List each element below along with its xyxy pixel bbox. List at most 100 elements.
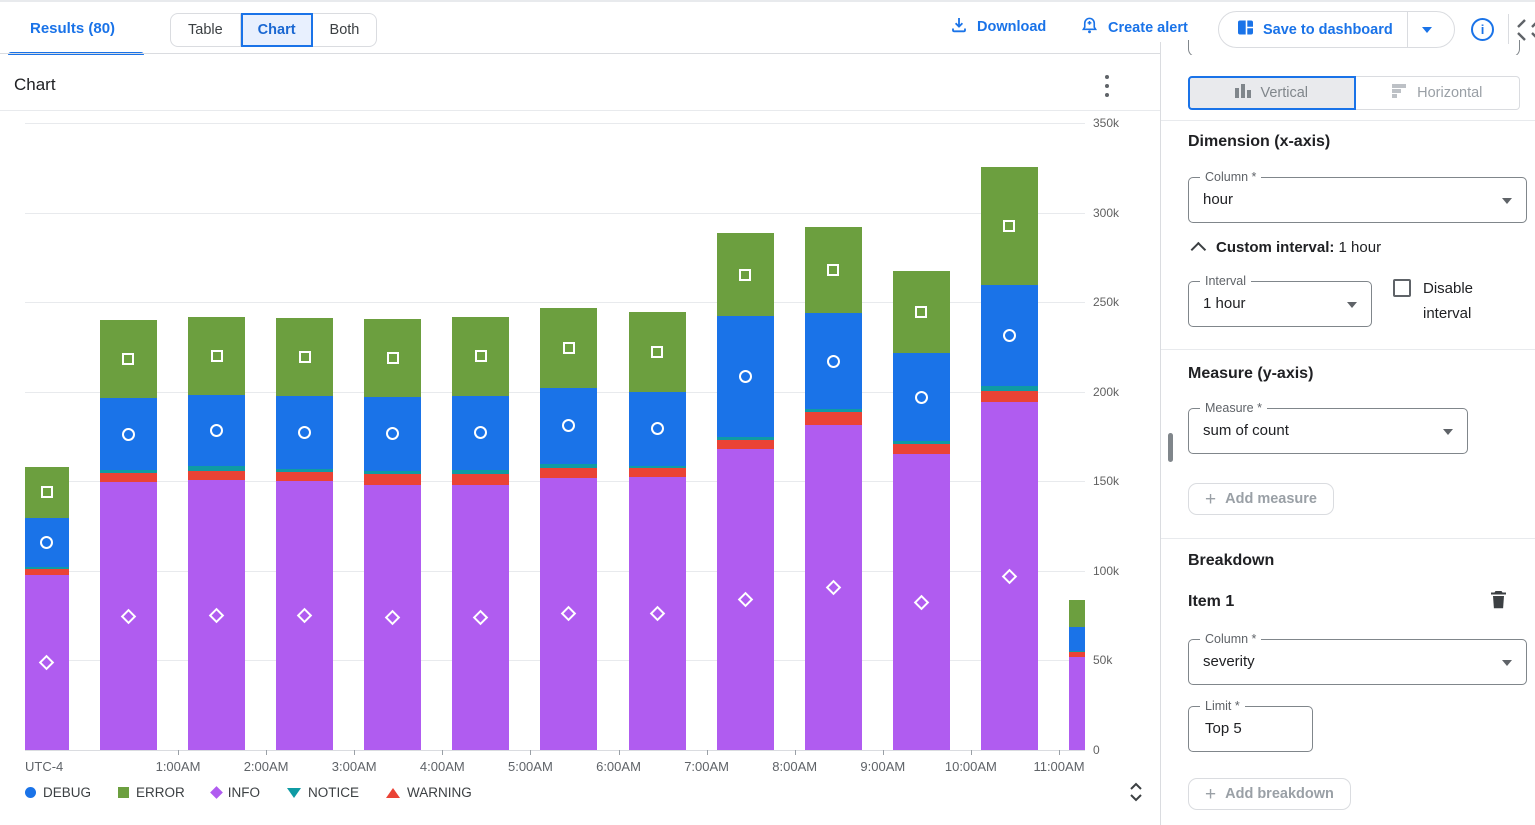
bar-segment-ERROR[interactable] bbox=[276, 318, 334, 397]
bar-segment-NOTICE[interactable] bbox=[25, 566, 69, 569]
bar-segment-INFO[interactable] bbox=[99, 482, 157, 750]
download-button[interactable]: Download bbox=[950, 16, 1046, 38]
bar-segment-WARNING[interactable] bbox=[628, 468, 686, 478]
bar-segment-NOTICE[interactable] bbox=[276, 468, 334, 473]
bar-segment-NOTICE[interactable] bbox=[716, 437, 774, 441]
view-toggle-both[interactable]: Both bbox=[312, 13, 378, 47]
stacked-bar[interactable] bbox=[99, 123, 157, 750]
bar-segment-ERROR[interactable] bbox=[25, 466, 69, 518]
view-toggle-chart[interactable]: Chart bbox=[240, 13, 313, 47]
view-toggle-table[interactable]: Table bbox=[170, 13, 241, 47]
legend-item-INFO[interactable]: INFO bbox=[209, 785, 260, 800]
save-to-dashboard-button[interactable]: Save to dashboard bbox=[1219, 12, 1407, 47]
stacked-bar[interactable] bbox=[188, 123, 245, 750]
bar-segment-INFO[interactable] bbox=[276, 481, 334, 750]
bar-segment-NOTICE[interactable] bbox=[1069, 651, 1085, 653]
chart-menu-kebab-icon[interactable] bbox=[1098, 73, 1116, 99]
bar-segment-INFO[interactable] bbox=[628, 477, 686, 750]
bar-segment-NOTICE[interactable] bbox=[892, 441, 950, 445]
stacked-bar[interactable] bbox=[540, 123, 598, 750]
bar-segment-ERROR[interactable] bbox=[99, 319, 157, 399]
bar-segment-INFO[interactable] bbox=[25, 575, 69, 750]
bar-segment-ERROR[interactable] bbox=[804, 226, 862, 314]
info-icon[interactable]: i bbox=[1471, 18, 1494, 41]
stacked-bar[interactable] bbox=[628, 123, 686, 750]
bar-segment-INFO[interactable] bbox=[804, 424, 862, 750]
legend-item-NOTICE[interactable]: NOTICE bbox=[287, 785, 359, 800]
bar-segment-WARNING[interactable] bbox=[188, 471, 245, 481]
bar-segment-NOTICE[interactable] bbox=[804, 408, 862, 413]
interval-select[interactable]: Interval 1 hour bbox=[1188, 274, 1372, 327]
bar-segment-INFO[interactable] bbox=[1069, 656, 1085, 750]
collapse-panel-icon[interactable] bbox=[1515, 16, 1535, 44]
bar-segment-WARNING[interactable] bbox=[276, 472, 334, 482]
bar-segment-WARNING[interactable] bbox=[1069, 652, 1085, 657]
bar-segment-ERROR[interactable] bbox=[540, 307, 598, 389]
breakdown-column-select[interactable]: Column * severity bbox=[1188, 632, 1527, 685]
circle-marker-icon bbox=[562, 419, 576, 433]
disable-interval-checkbox[interactable] bbox=[1393, 279, 1411, 297]
legend-item-WARNING[interactable]: WARNING bbox=[386, 785, 472, 800]
orientation-vertical-button[interactable]: Vertical bbox=[1188, 76, 1356, 110]
bar-segment-WARNING[interactable] bbox=[452, 474, 510, 485]
bar-segment-WARNING[interactable] bbox=[364, 474, 422, 485]
bar-segment-WARNING[interactable] bbox=[99, 473, 157, 483]
legend-item-ERROR[interactable]: ERROR bbox=[118, 785, 185, 800]
custom-interval-toggle[interactable]: Custom interval: 1 hour bbox=[1190, 239, 1381, 258]
x-tick bbox=[706, 750, 708, 755]
stacked-bar[interactable] bbox=[980, 123, 1038, 750]
bar-segment-NOTICE[interactable] bbox=[99, 470, 157, 474]
dimension-column-select[interactable]: Column * hour bbox=[1188, 170, 1527, 223]
bar-segment-INFO[interactable] bbox=[980, 402, 1038, 750]
bar-segment-INFO[interactable] bbox=[892, 454, 950, 750]
bar-segment-NOTICE[interactable] bbox=[540, 463, 598, 468]
bar-segment-NOTICE[interactable] bbox=[628, 465, 686, 469]
stacked-bar[interactable] bbox=[1069, 123, 1085, 750]
chart-title: Chart bbox=[14, 75, 56, 94]
stacked-bar[interactable] bbox=[25, 123, 69, 750]
bar-segment-INFO[interactable] bbox=[716, 448, 774, 750]
save-options-dropdown[interactable] bbox=[1406, 12, 1447, 47]
tab-results[interactable]: Results (80) bbox=[30, 20, 116, 37]
orientation-horizontal-button[interactable]: Horizontal bbox=[1355, 76, 1520, 110]
stacked-bar[interactable] bbox=[276, 123, 334, 750]
bar-segment-WARNING[interactable] bbox=[540, 467, 598, 478]
limit-input[interactable] bbox=[1203, 719, 1293, 738]
bar-segment-ERROR[interactable] bbox=[628, 312, 686, 393]
bar-segment-WARNING[interactable] bbox=[25, 568, 69, 576]
bar-segment-INFO[interactable] bbox=[540, 477, 598, 750]
create-alert-button[interactable]: Create alert bbox=[1080, 16, 1188, 39]
stacked-bar[interactable] bbox=[804, 123, 862, 750]
bar-segment-WARNING[interactable] bbox=[804, 412, 862, 425]
unfold-expand-icon[interactable] bbox=[1128, 781, 1144, 808]
add-measure-button[interactable]: + Add measure bbox=[1188, 483, 1334, 515]
bar-segment-ERROR[interactable] bbox=[892, 271, 950, 353]
bar-segment-INFO[interactable] bbox=[188, 480, 245, 750]
bar-segment-INFO[interactable] bbox=[364, 484, 422, 750]
bar-segment-ERROR[interactable] bbox=[980, 166, 1038, 285]
bar-segment-NOTICE[interactable] bbox=[364, 470, 422, 475]
add-breakdown-button[interactable]: + Add breakdown bbox=[1188, 778, 1351, 810]
stacked-bar[interactable] bbox=[892, 123, 950, 750]
stacked-bar[interactable] bbox=[364, 123, 422, 750]
bar-segment-WARNING[interactable] bbox=[716, 440, 774, 449]
bar-segment-NOTICE[interactable] bbox=[188, 466, 245, 472]
bar-segment-WARNING[interactable] bbox=[892, 444, 950, 455]
bar-segment-NOTICE[interactable] bbox=[452, 470, 510, 475]
bar-segment-ERROR[interactable] bbox=[716, 232, 774, 317]
bar-segment-ERROR[interactable] bbox=[452, 316, 510, 396]
delete-breakdown-trash-icon[interactable] bbox=[1489, 589, 1508, 615]
stacked-bar[interactable] bbox=[716, 123, 774, 750]
bar-segment-ERROR[interactable] bbox=[188, 316, 245, 395]
bar-segment-NOTICE[interactable] bbox=[980, 386, 1038, 391]
bar-segment-DEBUG[interactable] bbox=[1069, 627, 1085, 652]
limit-field[interactable]: Limit * bbox=[1188, 699, 1313, 752]
sidebar-scrollbar[interactable] bbox=[1168, 433, 1173, 462]
bar-segment-ERROR[interactable] bbox=[1069, 600, 1085, 628]
bar-segment-ERROR[interactable] bbox=[364, 319, 422, 398]
legend-item-DEBUG[interactable]: DEBUG bbox=[25, 785, 91, 800]
stacked-bar[interactable] bbox=[452, 123, 510, 750]
measure-select[interactable]: Measure * sum of count bbox=[1188, 401, 1468, 454]
bar-segment-INFO[interactable] bbox=[452, 484, 510, 750]
bar-segment-WARNING[interactable] bbox=[980, 390, 1038, 403]
